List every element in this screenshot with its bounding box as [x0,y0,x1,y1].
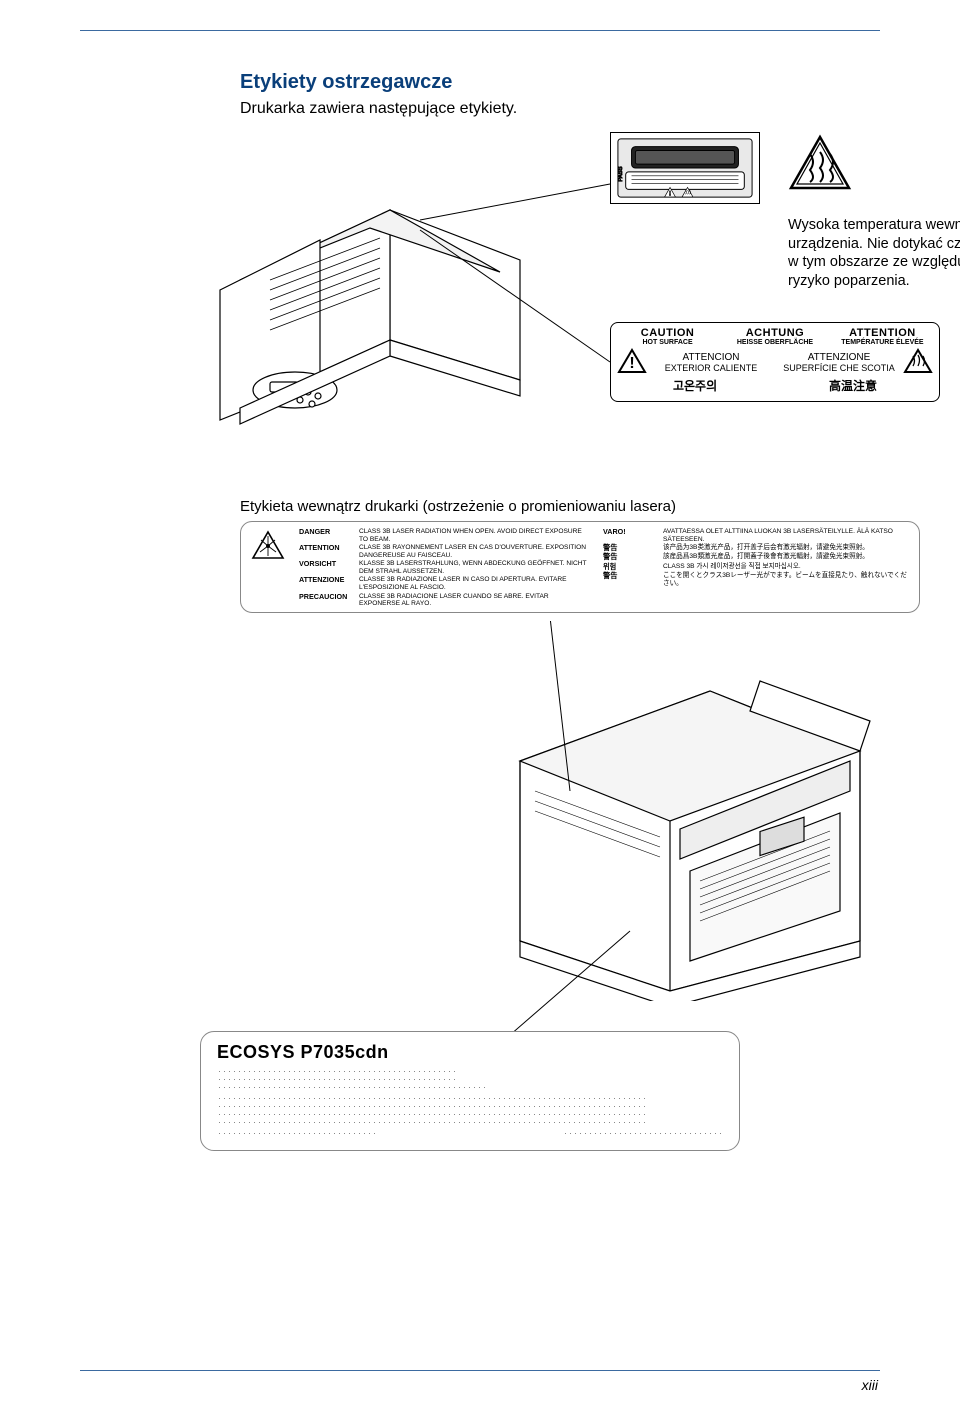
page-number: xiii [862,1377,878,1393]
heat-triangle-small-icon [903,348,933,376]
laser-msg-4: CLASSE 3B RADIACIONE LASER CUANDO SE ABR… [359,593,589,608]
caution-it-big: ATTENZIONE [775,352,903,363]
dot-row [563,1131,723,1136]
printer-open-illustration [200,140,560,445]
laser-lang-b3: 위험 [603,563,663,571]
top-rule [80,30,880,31]
laser-msg-1: CLASE 3B RAYONNEMENT LASER EN CAS D'OUVE… [359,544,589,559]
laser-msg-2: KLASSE 3B LASERSTRAHLUNG, WENN ABDECKUNG… [359,560,589,575]
svg-text:!: ! [629,355,634,372]
laser-lang-4: PRECAUCION [299,593,359,608]
laser-msg-b0: AVATTAESSA OLET ALTTIINA LUOKAN 3B LASER… [663,528,909,543]
laser-msg-3: CLASSE 3B RADIAZIONE LASER IN CASO DI AP… [359,576,589,591]
dot-row [217,1112,647,1117]
model-rating-label: ECOSYS P7035cdn [200,1031,740,1151]
caution-en-big: CAUTION [617,327,718,339]
intro-text: Drukarka zawiera następujące etykiety. [240,100,870,118]
caution-en-small: HOT SURFACE [617,339,718,346]
dot-row [217,1131,377,1136]
dot-row [217,1077,457,1082]
laser-label-caption: Etykieta wewnątrz drukarki (ostrzeżenie … [240,498,870,515]
laser-lang-b4: 警告 [603,572,663,587]
dot-row [217,1085,485,1090]
caution-japanese: 高温注意 [829,377,877,394]
model-name: ECOSYS P7035cdn [217,1042,723,1063]
caution-es-small: EXTERIOR CALIENTE [647,363,775,373]
caution-hot-surface-label: CAUTION HOT SURFACE ACHTUNG HEISSE OBERF… [610,322,940,402]
section-title: Etykiety ostrzegawcze [240,71,870,94]
laser-warning-label: DANGERCLASS 3B LASER RADIATION WHEN OPEN… [240,521,920,613]
laser-triangle-icon [251,528,285,606]
dot-row [217,1096,647,1101]
laser-lang-b1: 警告 [603,544,663,552]
exclamation-triangle-icon: ! [617,348,647,376]
laser-lang-1: ATTENTION [299,544,359,559]
caution-fr-small: TEMPÉRATURE ÉLEVÉE [832,339,933,346]
laser-msg-b3: CLASS 3B 가시 레이저광선을 직접 보지마십시오. [663,563,909,571]
high-temperature-warning-text: Wysoka temperatura wewnątrz urządzenia. … [788,216,960,290]
caution-de-small: HEISSE OBERFLÄCHE [724,339,825,346]
laser-msg-b2: 該産品爲3B類激光産品，打開蓋子後會有激光輻射，請避免光束照射。 [663,553,909,561]
figure-bottom-area: ECOSYS P7035cdn [240,621,870,1081]
laser-lang-3: ATTENZIONE [299,576,359,591]
dot-row [217,1104,647,1109]
caution-it-small: SUPERFÍCIE CHE SCOTIA [775,363,903,373]
svg-text:!: ! [669,191,671,198]
printer-rear-illustration [460,641,890,1006]
caution-fr-big: ATTENTION [832,327,933,339]
laser-lang-0: DANGER [299,528,359,543]
laser-msg-b4: ここを開くとクラス3Bレーザー光がでます。ビームを直接見たり、触れないでください… [663,572,909,587]
caution-es-big: ATTENCION [647,352,775,363]
laser-lang-b0: VARO! [603,528,663,543]
dot-row [217,1069,457,1074]
caution-de-big: ACHTUNG [724,327,825,339]
heat-warning-icon [788,134,852,197]
laser-lang-2: VORSICHT [299,560,359,575]
laser-lang-b2: 警告 [603,553,663,561]
figure-top-area: ! PASS [240,140,870,470]
caution-korean: 고온주의 [673,377,717,394]
fuser-thumbnail: ! PASS [610,132,760,204]
svg-text:PASS: PASS [618,166,624,181]
bottom-rule [80,1370,880,1371]
dot-row [217,1120,647,1125]
laser-msg-0: CLASS 3B LASER RADIATION WHEN OPEN. AVOI… [359,528,589,543]
laser-msg-b1: 该产品为3B类激光产品，打开盖子后会有激光辐射，请避免光束照射。 [663,544,909,552]
